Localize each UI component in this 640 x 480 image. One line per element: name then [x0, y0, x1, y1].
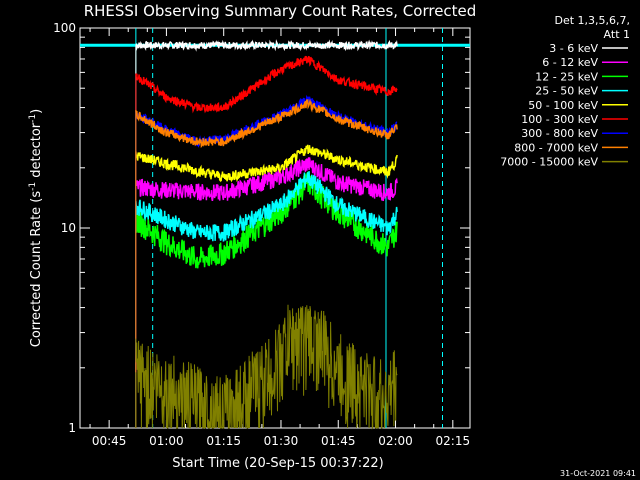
x-tick-label: 00:45 [92, 434, 127, 448]
legend-header-line2: Att 1 [604, 28, 630, 41]
x-tick-label: 01:45 [321, 434, 356, 448]
series-line-2 [135, 171, 398, 269]
series-line-3 [135, 171, 398, 242]
series-line-5 [135, 55, 398, 114]
legend-header-line1: Det 1,3,5,6,7, [554, 14, 630, 27]
y-axis-label: Corrected Count Rate (s-1 detector-1) [28, 109, 44, 347]
legend-label: 300 - 800 keV [521, 127, 598, 140]
x-tick-label: 01:30 [264, 434, 299, 448]
y-tick-label: 1 [68, 421, 76, 435]
legend-label: 6 - 12 keV [542, 56, 598, 69]
legend-label: 800 - 7000 keV [514, 141, 598, 154]
y-tick-label: 100 [53, 21, 76, 35]
series-line-4 [135, 144, 398, 183]
date-stamp: 31-Oct-2021 09:41 [560, 469, 636, 478]
x-tick-label: 02:15 [436, 434, 471, 448]
legend-label: 12 - 25 keV [535, 70, 598, 83]
legend-label: 7000 - 15000 keV [500, 156, 598, 169]
plot-area: 1 10 100 00:45 01:00 01:15 01:30 01:45 02:00 02:1… [53, 21, 471, 448]
x-tick-label: 02:00 [378, 434, 413, 448]
chart-title: RHESSI Observing Summary Count Rates, Co… [84, 2, 477, 20]
x-axis-label: Start Time (20-Sep-15 00:37:22) [172, 456, 383, 471]
series-line-8 [135, 304, 398, 430]
y-tick-label: 10 [61, 221, 76, 235]
x-tick-label: 01:15 [206, 434, 241, 448]
series-line-7 [135, 98, 398, 149]
legend-label: 25 - 50 keV [535, 85, 598, 98]
series-line-0 [135, 39, 398, 52]
series-line-1 [135, 157, 398, 202]
legend-label: 50 - 100 keV [528, 99, 598, 112]
legend-label: 100 - 300 keV [521, 113, 598, 126]
legend-label: 3 - 6 keV [549, 42, 598, 55]
x-tick-label: 01:00 [149, 434, 184, 448]
